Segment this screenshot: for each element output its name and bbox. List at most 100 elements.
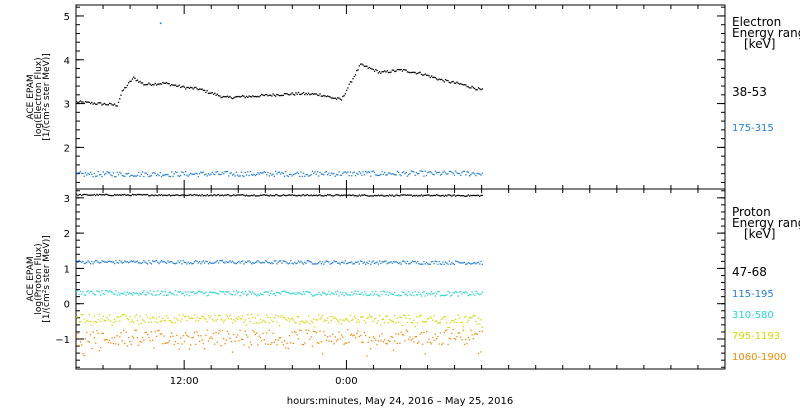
p-point-47-68: [244, 195, 246, 197]
p-point-310-580: [105, 290, 107, 292]
p-point-1060-1900: [234, 340, 236, 342]
p-point-115-195: [236, 261, 239, 264]
p-point-47-68: [87, 194, 89, 196]
p-point-310-580: [323, 292, 325, 294]
e-point-175-315: [81, 172, 83, 175]
e-point-175-315: [349, 171, 352, 173]
e-point-175-315: [134, 175, 136, 177]
p-point-47-68: [452, 194, 454, 196]
e-point-38-53: [223, 95, 225, 98]
p-point-310-580: [157, 290, 159, 292]
p-point-1060-1900: [238, 340, 240, 342]
e-point-175-315: [441, 173, 443, 175]
p-point-115-195: [169, 261, 172, 263]
p-point-795-1193: [323, 320, 325, 323]
p-point-47-68: [258, 195, 260, 197]
p-point-795-1193: [460, 321, 462, 324]
p-point-795-1193: [280, 316, 282, 318]
p-point-47-68: [344, 194, 347, 196]
p-legend-title-line: Energy ranges: [732, 216, 800, 230]
p-point-115-195: [287, 263, 289, 265]
p-point-115-195: [79, 260, 82, 263]
e-point-175-315: [329, 174, 331, 177]
p-point-310-580: [269, 292, 272, 295]
e-point-175-315: [334, 175, 336, 177]
p-point-795-1193: [135, 314, 137, 316]
p-point-310-580: [267, 291, 269, 293]
p-point-795-1193: [415, 315, 418, 318]
e-point-38-53: [220, 96, 222, 99]
p-point-47-68: [302, 194, 305, 196]
e-point-38-53: [196, 88, 198, 90]
p-point-310-580: [141, 291, 144, 294]
p-point-795-1193: [343, 320, 345, 322]
e-point-175-315: [307, 175, 310, 177]
p-point-1060-1900: [366, 355, 368, 357]
e-point-175-315: [162, 174, 164, 176]
p-point-115-195: [130, 260, 132, 262]
p-point-310-580: [131, 294, 134, 296]
e-point-175-315: [195, 172, 197, 174]
p-point-310-580: [424, 295, 426, 297]
p-point-115-195: [259, 262, 262, 264]
e-point-38-53: [378, 71, 381, 73]
p-point-47-68: [215, 195, 217, 197]
p-point-115-195: [435, 260, 438, 263]
p-point-310-580: [158, 294, 160, 296]
e-point-38-53: [405, 69, 407, 71]
p-point-115-195: [214, 262, 216, 264]
e-point-38-53: [87, 101, 89, 103]
e-point-175-315: [396, 170, 398, 172]
p-point-47-68: [380, 194, 382, 196]
p-point-310-580: [296, 292, 298, 294]
p-point-795-1193: [352, 319, 354, 321]
p-point-115-195: [226, 261, 229, 264]
p-point-310-580: [316, 293, 319, 296]
p-point-795-1193: [244, 319, 246, 321]
p-point-1060-1900: [178, 348, 180, 350]
p-point-1060-1900: [169, 336, 172, 338]
p-point-795-1193: [100, 320, 102, 323]
p-point-310-580: [248, 290, 250, 292]
p-point-795-1193: [325, 319, 328, 322]
p-point-1060-1900: [325, 339, 328, 342]
e-point-175-315: [342, 172, 344, 175]
p-point-310-580: [302, 291, 305, 293]
e-point-175-315: [419, 170, 421, 172]
p-point-47-68: [79, 193, 82, 196]
e-point-38-53: [140, 82, 142, 84]
p-point-310-580: [347, 294, 349, 296]
e-point-38-53: [404, 69, 406, 71]
e-point-175-315: [146, 173, 149, 176]
p-legend-title-line: Proton: [732, 205, 771, 219]
p-point-795-1193: [337, 320, 339, 322]
e-point-38-53: [301, 92, 303, 95]
p-point-47-68: [264, 194, 267, 196]
p-point-1060-1900: [458, 332, 461, 334]
e-point-175-315: [167, 173, 169, 176]
e-point-175-315: [405, 171, 407, 174]
p-point-310-580: [76, 290, 78, 293]
p-point-47-68: [472, 194, 475, 197]
e-point-38-53: [107, 104, 109, 106]
proton-data-points: [76, 193, 483, 357]
e-point-175-315: [115, 176, 117, 178]
p-point-310-580: [129, 292, 131, 294]
e-point-175-315: [98, 174, 101, 176]
p-point-795-1193: [201, 316, 203, 318]
p-point-47-68: [259, 194, 262, 196]
p-point-310-580: [136, 293, 139, 295]
p-point-115-195: [219, 259, 221, 262]
e-point-38-53: [249, 95, 251, 98]
p-point-795-1193: [432, 319, 434, 321]
p-point-115-195: [455, 260, 457, 262]
p-point-47-68: [385, 195, 387, 197]
p-point-115-195: [127, 262, 130, 264]
e-point-38-53: [437, 79, 439, 81]
p-point-115-195: [276, 263, 278, 265]
p-point-115-195: [110, 261, 112, 263]
p-point-115-195: [460, 262, 462, 264]
p-point-795-1193: [164, 319, 167, 322]
e-point-175-315: [186, 174, 188, 176]
e-point-38-53: [261, 93, 263, 96]
